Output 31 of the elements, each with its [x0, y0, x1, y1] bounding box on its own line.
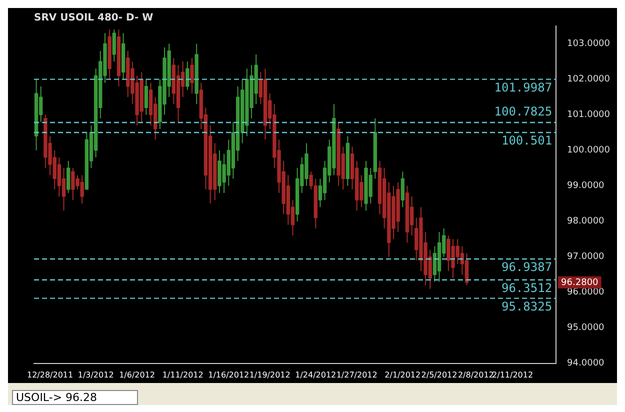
x-tick-label: 1/16/2012 — [208, 370, 250, 380]
x-tick-label: 1/24/2012 — [295, 370, 336, 380]
y-tick-label: 102.0000 — [567, 74, 610, 85]
x-tick-label: 2/5/2012 — [421, 370, 458, 380]
y-tick-label: 96.0000 — [567, 288, 605, 298]
y-tick-label: 97.0000 — [567, 252, 605, 262]
text: 96.2800 — [561, 278, 599, 288]
ref-line-label: 95.8325 — [501, 299, 552, 314]
chart-title: SRV USOIL 480- D- W — [34, 12, 154, 24]
x-tick-label: 2/8/2012 — [458, 370, 494, 380]
y-tick-label: 94.0000 — [567, 358, 605, 369]
x-tick-label: 2/1/2012 — [384, 370, 421, 380]
ref-line-label: 96.9387 — [501, 260, 552, 274]
ref-line-label: 100.501 — [501, 134, 552, 148]
y-tick-label: 100.0000 — [567, 146, 610, 156]
text: USOIL-> 96.28 — [12, 390, 138, 405]
y-tick-label: 98.0000 — [567, 216, 605, 227]
ref-line-label: 100.7825 — [494, 104, 552, 119]
y-tick-label: 103.0000 — [567, 39, 610, 50]
ref-line-label: 96.3512 — [501, 281, 552, 296]
x-tick-label: 1/3/2012 — [78, 370, 114, 380]
y-tick-label: 99.0000 — [567, 181, 605, 192]
x-tick-label: 1/11/2012 — [162, 370, 204, 380]
x-tick-label: 1/6/2012 — [119, 370, 156, 380]
x-tick-label: 12/28/2011 — [26, 370, 74, 380]
ref-line-label: 101.9987 — [494, 80, 552, 94]
x-tick-label: 1/19/2012 — [249, 370, 290, 380]
y-tick-label: 101.0000 — [567, 110, 610, 120]
x-tick-label: 1/27/2012 — [336, 370, 378, 380]
y-tick-label: 95.0000 — [567, 323, 605, 334]
x-tick-label: 2/11/2012 — [492, 370, 534, 380]
